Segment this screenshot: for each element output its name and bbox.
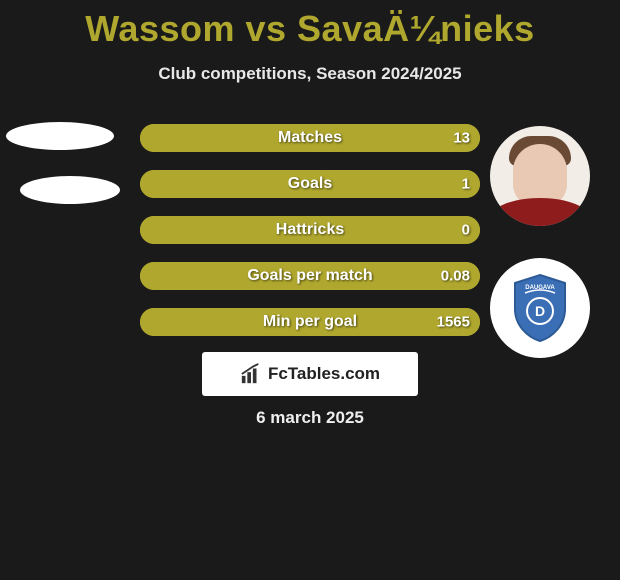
stat-row: Min per goal 1565 xyxy=(140,308,480,336)
shield-icon: DAUGAVA D xyxy=(511,273,569,343)
date-text: 6 march 2025 xyxy=(256,408,364,428)
chart-icon xyxy=(240,363,262,385)
stat-row: Matches 13 xyxy=(140,124,480,152)
subtitle: Club competitions, Season 2024/2025 xyxy=(0,64,620,84)
stat-value-right: 13 xyxy=(453,130,470,147)
stat-label: Min per goal xyxy=(263,313,357,331)
left-club-placeholder xyxy=(20,176,120,204)
watermark: FcTables.com xyxy=(202,352,418,396)
stat-value-right: 0 xyxy=(462,222,470,239)
stat-row: Hattricks 0 xyxy=(140,216,480,244)
svg-text:D: D xyxy=(535,303,545,319)
stat-value-right: 1 xyxy=(462,176,470,193)
stat-value-right: 0.08 xyxy=(441,268,470,285)
stat-row: Goals per match 0.08 xyxy=(140,262,480,290)
stats-container: Matches 13 Goals 1 Hattricks 0 Goals per match… xyxy=(140,124,480,354)
right-player-avatar xyxy=(490,126,590,226)
stat-label: Goals per match xyxy=(247,267,372,285)
left-player-placeholder xyxy=(6,122,114,150)
stat-label: Goals xyxy=(288,175,332,193)
page-title: Wassom vs SavaÄ¼nieks xyxy=(0,0,620,50)
watermark-text: FcTables.com xyxy=(268,364,380,384)
stat-label: Matches xyxy=(278,129,342,147)
stat-label: Hattricks xyxy=(276,221,344,239)
right-club-badge: DAUGAVA D xyxy=(490,258,590,358)
stat-value-right: 1565 xyxy=(437,314,470,331)
stat-row: Goals 1 xyxy=(140,170,480,198)
